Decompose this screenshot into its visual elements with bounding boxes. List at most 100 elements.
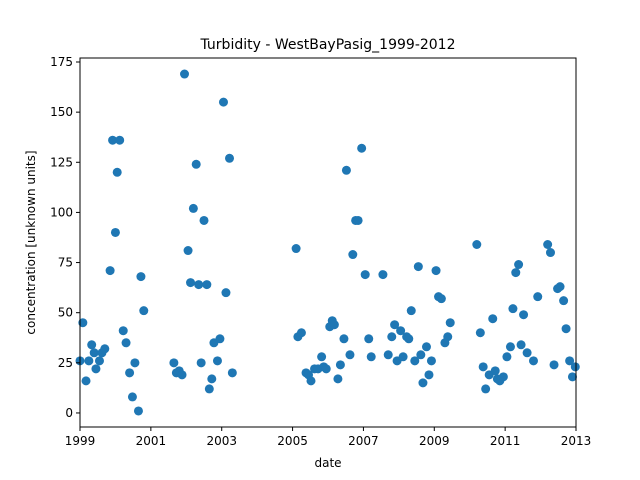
x-tick-label: 1999 [65, 434, 96, 448]
data-point [329, 320, 339, 330]
data-point [406, 306, 416, 316]
data-point [549, 360, 559, 370]
data-point [404, 334, 414, 344]
data-point [570, 362, 580, 372]
data-point [296, 328, 306, 338]
data-point [130, 358, 140, 368]
data-point [105, 266, 115, 276]
data-point [333, 374, 343, 384]
data-point [383, 350, 393, 360]
data-point [199, 215, 209, 225]
data-point [225, 153, 235, 163]
x-tick-label: 2013 [561, 434, 592, 448]
x-tick-label: 2003 [206, 434, 237, 448]
data-point [125, 368, 135, 378]
data-point [472, 240, 482, 250]
data-point [514, 260, 524, 270]
data-point [426, 356, 436, 366]
data-point [364, 334, 374, 344]
data-point [306, 376, 316, 386]
data-point [421, 342, 431, 352]
data-point [207, 374, 217, 384]
data-point [443, 332, 453, 342]
data-point [488, 314, 498, 324]
data-point [186, 278, 196, 288]
data-point [169, 358, 179, 368]
data-point [78, 318, 88, 328]
data-point [183, 246, 193, 256]
data-point [100, 344, 110, 354]
data-point [212, 356, 222, 366]
data-point [218, 97, 228, 107]
data-point [321, 364, 331, 374]
data-point [94, 356, 104, 366]
data-point [133, 406, 143, 416]
x-axis: 1999 2001 2003 2005 2007 2009 2011 2013 [65, 427, 592, 448]
y-tick-label: 125 [50, 155, 73, 169]
x-tick-label: 2005 [277, 434, 308, 448]
data-point [115, 135, 125, 145]
data-point [84, 356, 94, 366]
points-layer [75, 69, 580, 416]
data-point [481, 384, 491, 394]
data-point [416, 350, 426, 360]
data-point [339, 334, 349, 344]
data-point [528, 356, 538, 366]
y-tick-label: 25 [58, 356, 73, 370]
data-point [445, 318, 455, 328]
y-tick-label: 150 [50, 105, 73, 119]
data-point [227, 368, 237, 378]
data-point [91, 364, 101, 374]
data-point [410, 356, 420, 366]
data-point [196, 358, 206, 368]
data-point [180, 69, 190, 79]
x-tick-label: 2011 [490, 434, 521, 448]
data-point [366, 352, 376, 362]
data-point [204, 384, 214, 394]
data-point [418, 378, 428, 388]
data-point [413, 262, 423, 272]
y-tick-label: 0 [65, 406, 73, 420]
data-point [436, 294, 446, 304]
chart-title: Turbidity - WestBayPasig_1999-2012 [200, 37, 456, 53]
data-point [341, 165, 351, 175]
x-tick-label: 2009 [419, 434, 450, 448]
data-point [431, 266, 441, 276]
data-point [139, 306, 149, 316]
data-point [545, 248, 555, 258]
data-point [202, 280, 212, 290]
data-point [555, 282, 565, 292]
data-point [559, 296, 569, 306]
data-point [567, 372, 577, 382]
data-point [516, 340, 526, 350]
data-point [561, 324, 571, 334]
data-point [378, 270, 388, 280]
data-point [508, 304, 518, 314]
data-point [424, 370, 434, 380]
y-tick-label: 100 [50, 205, 73, 219]
y-tick-label: 50 [58, 306, 73, 320]
data-point [127, 392, 137, 402]
data-point [87, 340, 97, 350]
data-point [519, 310, 529, 320]
data-point [188, 203, 198, 213]
data-point [291, 244, 301, 254]
data-point [543, 240, 553, 250]
data-point [390, 320, 400, 330]
data-point [177, 370, 187, 380]
x-axis-title: date [314, 456, 341, 470]
data-point [490, 366, 500, 376]
data-point [191, 159, 201, 169]
data-point [360, 270, 370, 280]
data-point [345, 350, 355, 360]
data-point [348, 250, 358, 260]
data-point [118, 326, 128, 336]
data-point [357, 143, 367, 153]
data-point [502, 352, 512, 362]
y-axis-title: concentration [unknown units] [24, 150, 38, 334]
data-point [81, 376, 91, 386]
x-tick-label: 2007 [348, 434, 379, 448]
data-point [136, 272, 146, 282]
y-tick-label: 75 [58, 256, 73, 270]
